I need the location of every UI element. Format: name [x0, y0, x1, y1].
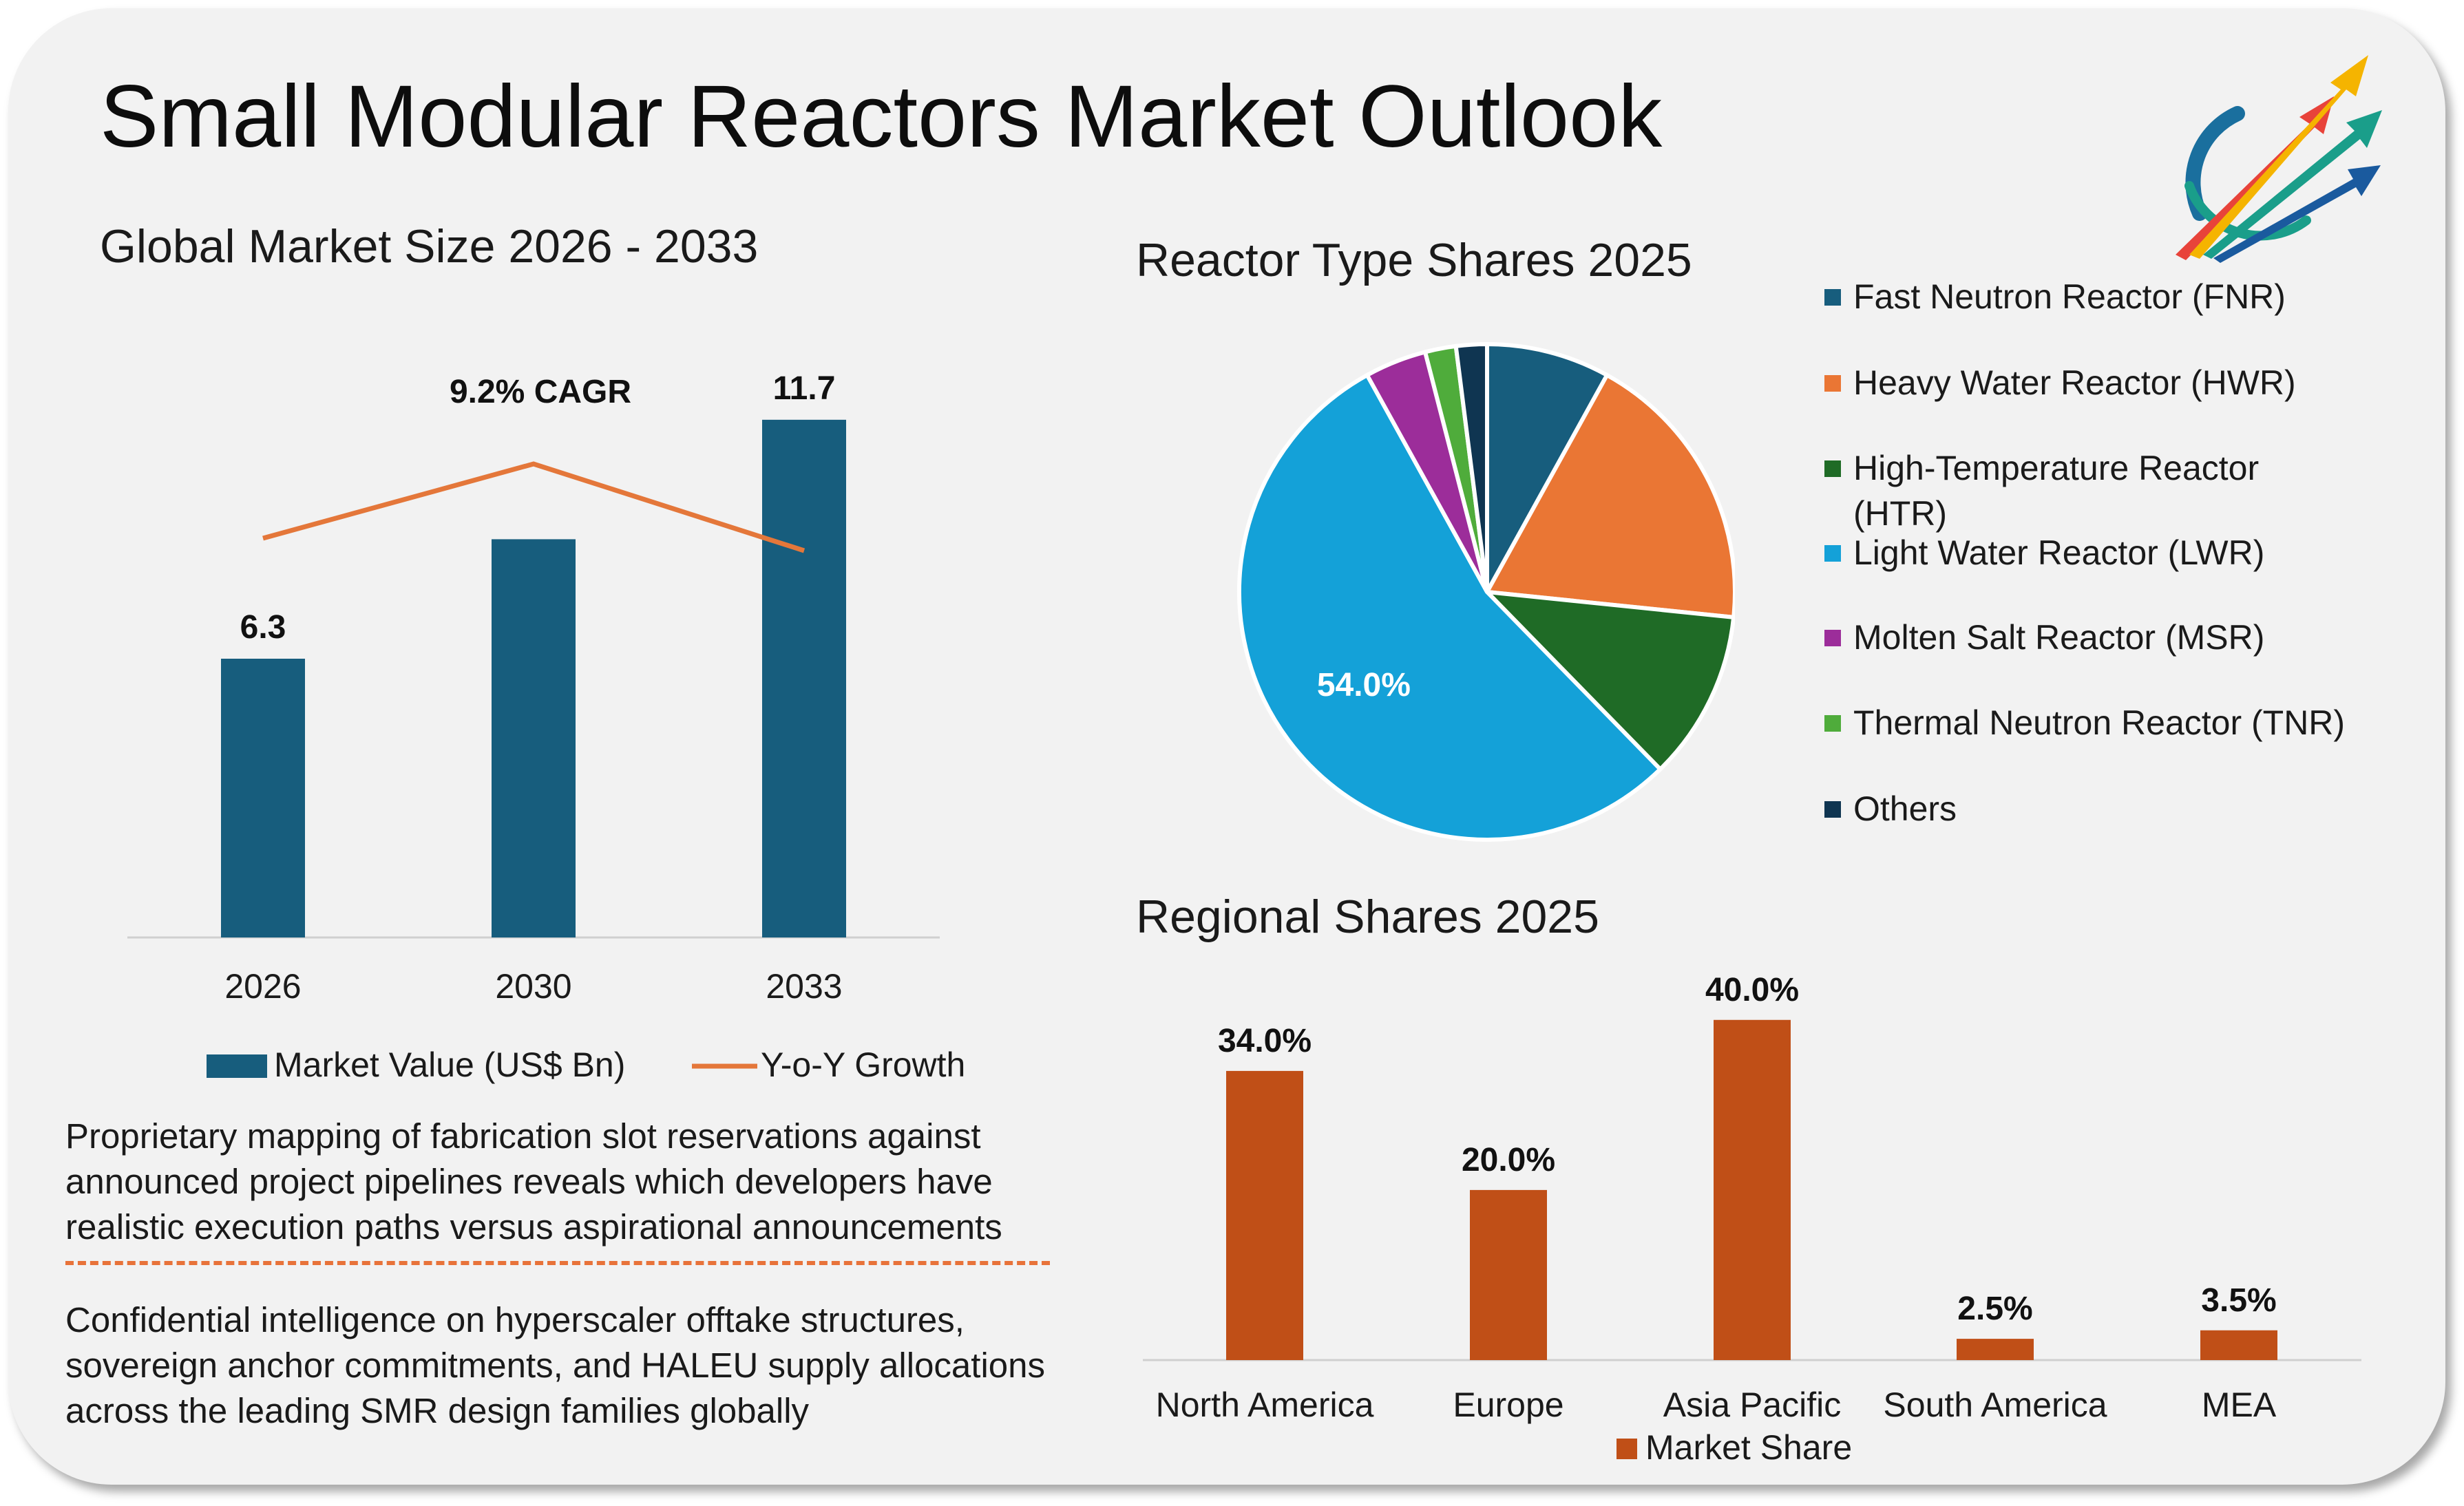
market-size-title: Global Market Size 2026 - 2033	[100, 220, 759, 273]
pie-legend-item: Light Water Reactor (LWR)	[1824, 530, 2348, 575]
legend-swatch-market-share	[1617, 1439, 1637, 1459]
regional-title: Regional Shares 2025	[1136, 891, 1599, 943]
pie-legend-item: Fast Neutron Reactor (FNR)	[1824, 274, 2348, 319]
market-bar-label: 6.3	[240, 609, 286, 646]
region-bar-south-america	[1957, 1339, 2034, 1360]
pie-slice-high-temperature-reactor-htr	[1482, 589, 1735, 772]
pie-legend-item: Heavy Water Reactor (HWR)	[1824, 360, 2348, 405]
region-tick-label: South America	[1883, 1386, 2107, 1424]
region-tick-label: MEA	[2202, 1386, 2277, 1424]
pie-legend-label: Others	[1853, 789, 1957, 828]
pie-legend-label: Thermal Neutron Reactor (TNR)	[1853, 703, 2346, 742]
market-tick-label: 2033	[766, 967, 842, 1006]
cagr-annotation: 9.2% CAGR	[450, 374, 631, 410]
pie-legend-swatch	[1824, 545, 1841, 562]
reactor-type-pie-chart: 54.0%	[1237, 341, 1735, 842]
pie-legend-swatch	[1824, 715, 1841, 732]
market-size-chart: 6.3 2026 2030 11.7 2033 9.2% CAGR Market Val…	[127, 370, 965, 1084]
region-tick-label: Europe	[1453, 1386, 1563, 1424]
regional-shares-chart: 34.0% North America 20.0% Europe 40.0% Asia P…	[1143, 972, 2361, 1467]
market-bar-2033	[762, 419, 846, 937]
pie-legend-label: Fast Neutron Reactor (FNR)	[1853, 277, 2286, 316]
region-bar-label: 40.0%	[1705, 972, 1799, 1008]
market-bar-2026	[221, 659, 305, 937]
market-tick-label: 2030	[495, 967, 571, 1006]
region-bar-europe	[1470, 1189, 1547, 1360]
pie-legend-label: Heavy Water Reactor (HWR)	[1853, 363, 2296, 402]
market-bar-label: 11.7	[773, 370, 836, 407]
yoy-growth-line	[262, 461, 805, 553]
pie-slice-light-water-reactor-lwr	[1237, 372, 1663, 842]
arrows-globe-logo	[2134, 48, 2382, 268]
pie-legend-swatch	[1824, 375, 1841, 392]
region-legend: Market Share	[1617, 1428, 1852, 1467]
legend-growth: Y-o-Y Growth	[761, 1046, 965, 1084]
region-bar-label: 34.0%	[1218, 1023, 1312, 1059]
insight-paragraph-2: Confidential intelligence on hyperscaler…	[65, 1300, 1046, 1430]
pie-legend-swatch	[1824, 289, 1841, 306]
legend-market-value: Market Value (US$ Bn)	[274, 1046, 625, 1084]
region-bar-label: 3.5%	[2201, 1282, 2276, 1319]
legend-market-share: Market Share	[1645, 1428, 1852, 1467]
market-bar-2030	[492, 539, 576, 937]
page-title: Small Modular Reactors Market Outlook	[100, 67, 1663, 166]
pie-legend-item: Molten Salt Reactor (MSR)	[1824, 615, 2348, 660]
market-legend: Market Value (US$ Bn) Y-o-Y Growth	[207, 1046, 965, 1084]
pie-legend-label: Molten Salt Reactor (MSR)	[1853, 618, 2265, 657]
region-bar-asia-pacific	[1714, 1019, 1791, 1360]
region-bar-north-america	[1226, 1070, 1303, 1360]
region-bar-label: 2.5%	[1957, 1291, 2032, 1327]
pie-legend-swatch	[1824, 801, 1841, 818]
region-tick-label: Asia Pacific	[1663, 1386, 1841, 1424]
market-tick-label: 2026	[224, 967, 301, 1006]
region-bar-label: 20.0%	[1462, 1142, 1555, 1178]
pie-legend-item: Thermal Neutron Reactor (TNR)	[1824, 700, 2348, 745]
insight-paragraph-1: Proprietary mapping of fabrication slot …	[65, 1116, 1002, 1247]
region-bar-mea	[2200, 1330, 2277, 1360]
pie-legend-item: High-Temperature Reactor (HTR)	[1824, 445, 2348, 536]
pie-data-label: 54.0%	[1317, 667, 1411, 703]
pie-legend-label: Light Water Reactor (LWR)	[1853, 533, 2265, 572]
reactor-types-title: Reactor Type Shares 2025	[1136, 234, 1692, 286]
pie-legend-swatch	[1824, 630, 1841, 646]
dashed-divider	[65, 1261, 1050, 1265]
region-tick-label: North America	[1156, 1386, 1374, 1424]
pie-legend-item: Others	[1824, 786, 2348, 831]
pie-legend-label: High-Temperature Reactor (HTR)	[1853, 449, 2260, 533]
pie-slice-others	[1453, 341, 1489, 593]
pie-slice-heavy-water-reactor-hwr	[1484, 372, 1735, 620]
legend-swatch-market-value	[207, 1054, 267, 1078]
pie-legend-swatch	[1824, 460, 1841, 477]
pie-slice-fast-neutron-reactor-fnr	[1485, 341, 1610, 593]
